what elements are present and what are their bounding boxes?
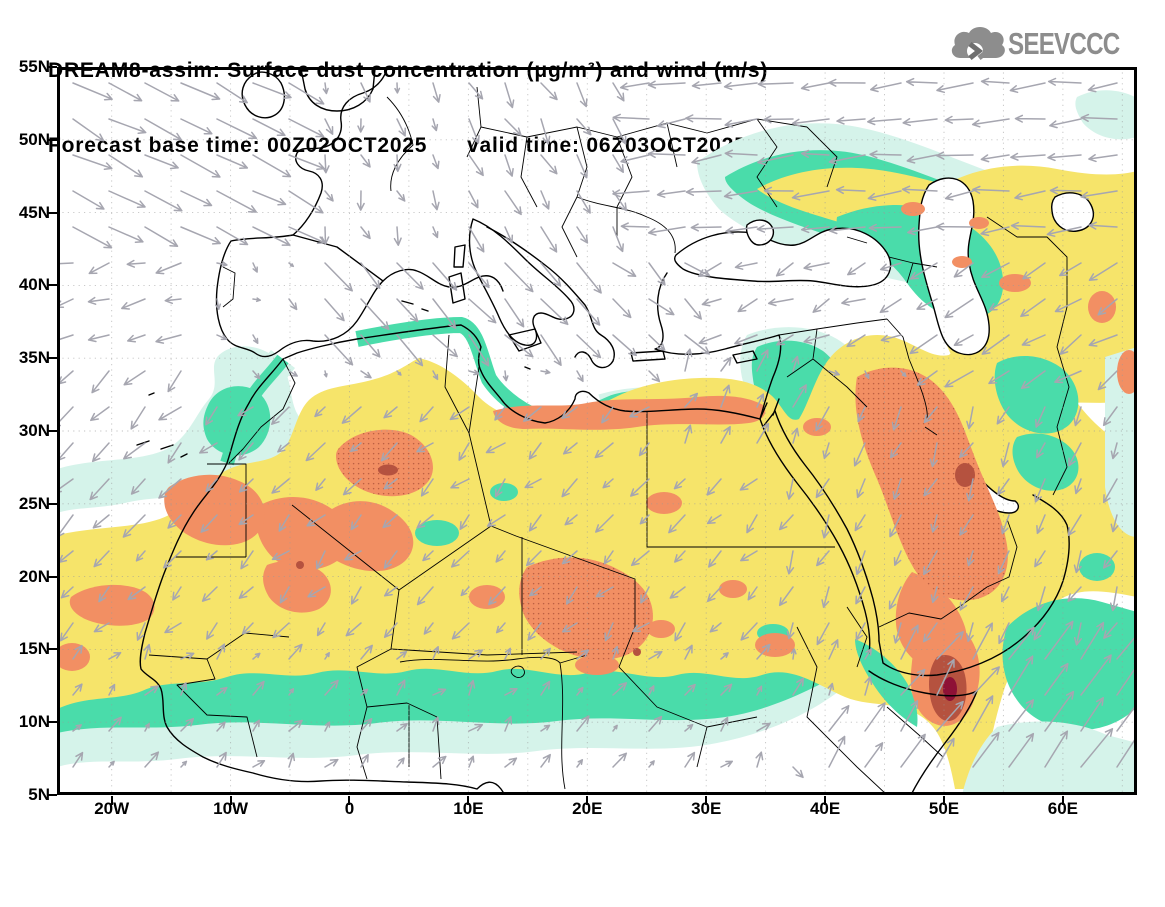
lat-axis-tick: [48, 794, 57, 796]
legend: 52050200500200050002000020: [0, 833, 1165, 907]
lat-axis-label: 55N: [18, 57, 50, 76]
lon-axis-label: 30E: [691, 799, 722, 818]
lon-axis-label: 0: [344, 799, 355, 818]
wind-vectors: [57, 77, 1137, 779]
lat-axis-label: 15N: [18, 639, 50, 659]
lat-axis-label: 30N: [18, 421, 50, 440]
lat-axis-tick: [48, 357, 57, 360]
lon-axis-tick: [586, 796, 589, 805]
page-title: DREAM8-assim: Surface dust concentration…: [48, 59, 769, 82]
logo-text: SEEVCCC: [1008, 26, 1120, 61]
fill-maroon-regions: [943, 677, 957, 701]
lat-axis-tick: [48, 211, 57, 214]
lon-axis-tick: [467, 796, 470, 805]
lat-axis-tick: [48, 575, 57, 578]
lon-axis-label: 60E: [1047, 799, 1079, 818]
lon-axis-tick: [1061, 796, 1064, 805]
lat-axis-label: 40N: [18, 275, 50, 295]
lon-axis-tick: [110, 796, 113, 805]
lat-axis-tick: [48, 502, 57, 505]
lat-axis-label: 50N: [18, 129, 50, 149]
graticule: [57, 67, 1137, 795]
lat-axis-tick: [48, 430, 57, 432]
cloud-icon: [948, 24, 1006, 64]
lat-axis-tick: [48, 721, 57, 724]
lon-axis-label: 20E: [572, 799, 603, 818]
lat-axis-label: 35N: [18, 348, 50, 368]
lon-axis-label: 40E: [809, 799, 841, 818]
lat-axis-tick: [48, 284, 57, 287]
lon-axis-label: 10W: [213, 799, 249, 818]
lat-axis-label: 25N: [18, 493, 50, 513]
lon-axis-tick: [942, 796, 945, 805]
coastlines: [136, 68, 1070, 795]
lat-axis-label: 5N: [28, 785, 50, 804]
lon-axis-tick: [824, 796, 827, 805]
lon-axis-tick: [705, 796, 708, 805]
lon-axis-label: 20W: [94, 799, 130, 818]
lat-axis-tick: [48, 648, 57, 651]
dust-map: [57, 67, 1137, 795]
lat-axis-tick: [48, 66, 57, 68]
lon-axis-label: 50E: [928, 799, 960, 818]
lon-axis-tick: [229, 796, 232, 805]
lat-axis-tick: [48, 138, 57, 141]
lon-axis-label: 10E: [453, 799, 484, 818]
lat-axis-label: 10N: [18, 712, 50, 732]
lat-axis-label: 20N: [18, 566, 50, 586]
seevccc-logo: SEEVCCC: [948, 24, 1151, 64]
map-frame: [57, 67, 1137, 795]
lon-axis-tick: [348, 796, 351, 805]
lat-axis-label: 45N: [18, 202, 50, 222]
country-borders: [148, 86, 1070, 795]
